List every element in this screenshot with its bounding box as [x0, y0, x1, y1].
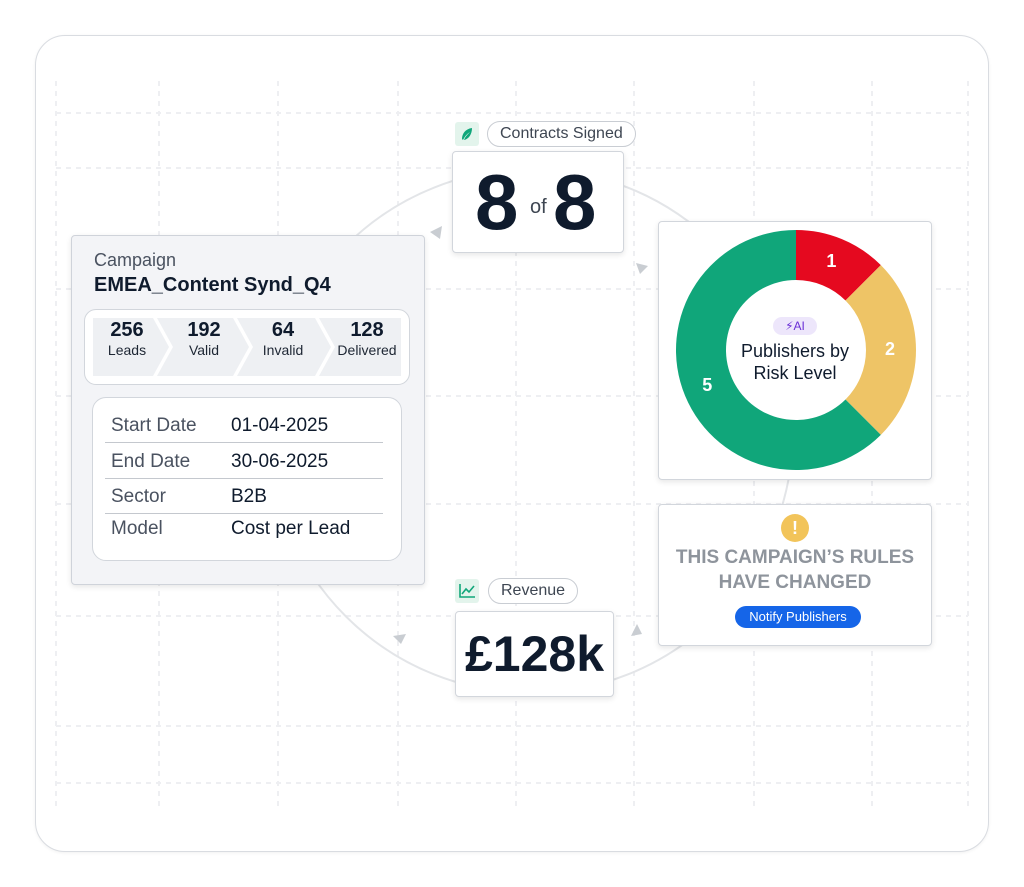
details-value: B2B	[231, 486, 267, 507]
risk-donut-chart	[676, 230, 916, 470]
rules-changed-message: THIS CAMPAIGN’S RULES HAVE CHANGED	[675, 547, 915, 593]
funnel-step-leads: 256 Leads	[99, 318, 155, 358]
risk-segment-1	[796, 230, 881, 301]
risk-segment-label: 2	[885, 339, 896, 359]
details-value: Cost per Lead	[231, 518, 351, 539]
details-row-sector: Sector B2B	[105, 481, 383, 514]
funnel-label: Invalid	[262, 342, 304, 358]
funnel-label: Valid	[188, 342, 220, 358]
lead-funnel: 256 Leads 192 Valid 64 Invalid 128 Deliv…	[84, 309, 410, 385]
campaign-label: Campaign	[94, 250, 177, 270]
details-key: Start Date	[111, 415, 197, 436]
contracts-of-text: of	[530, 196, 547, 218]
details-key: Model	[111, 518, 163, 539]
funnel-value: 128	[350, 319, 384, 341]
risk-chart-title: Publishers by Risk Level	[740, 341, 850, 383]
details-key: End Date	[111, 451, 191, 472]
funnel-label: Delivered	[337, 342, 397, 358]
funnel-step-delivered: 128 Delivered	[333, 318, 401, 358]
ai-badge: ⚡AI	[773, 317, 817, 335]
details-row-model: Model Cost per Lead	[105, 513, 383, 545]
notify-publishers-button[interactable]: Notify Publishers	[735, 606, 861, 628]
risk-segment-label: 1	[826, 251, 837, 272]
risk-segment-3	[676, 230, 881, 470]
funnel-label: Leads	[107, 342, 147, 358]
revenue-value: £128k	[464, 626, 605, 682]
rules-changed-card: ! THIS CAMPAIGN’S RULES HAVE CHANGED Not…	[658, 504, 932, 646]
campaign-card: Campaign EMEA_Content Synd_Q4 256 Leads …	[71, 235, 425, 585]
details-key: Sector	[111, 486, 166, 507]
publishers-risk-card: ⚡AI Publishers by Risk Level 1 2 5	[658, 221, 932, 480]
warning-icon: !	[781, 514, 809, 542]
details-row-end-date: End Date 30-06-2025	[105, 446, 383, 479]
funnel-value: 256	[110, 319, 144, 341]
details-value: 01-04-2025	[231, 415, 329, 436]
revenue-label: Revenue	[488, 578, 579, 604]
details-value: 30-06-2025	[231, 451, 329, 472]
revenue-card: £128k	[455, 611, 614, 697]
risk-segment-2	[845, 265, 916, 435]
funnel-chevrons	[93, 318, 401, 376]
risk-segment-label: 5	[702, 375, 713, 396]
contracts-signed-count: 8	[475, 158, 519, 246]
trend-chart-icon	[455, 579, 479, 603]
campaign-details-table: Start Date 01-04-2025 End Date 30-06-202…	[92, 397, 402, 561]
funnel-step-valid: 192 Valid	[173, 318, 235, 358]
lightning-icon: ⚡	[785, 319, 794, 333]
funnel-value: 64	[271, 319, 295, 341]
campaign-name: EMEA_Content Synd_Q4	[94, 274, 331, 296]
contracts-signed-card: 8 of 8	[452, 151, 624, 253]
feather-icon	[455, 122, 479, 146]
contracts-total-count: 8	[553, 158, 597, 246]
funnel-step-invalid: 64 Invalid	[251, 318, 315, 358]
contracts-signed-label: Contracts Signed	[487, 121, 636, 147]
details-row-start-date: Start Date 01-04-2025	[105, 410, 383, 443]
funnel-value: 192	[187, 319, 221, 341]
ai-badge-text: AI	[793, 319, 805, 333]
